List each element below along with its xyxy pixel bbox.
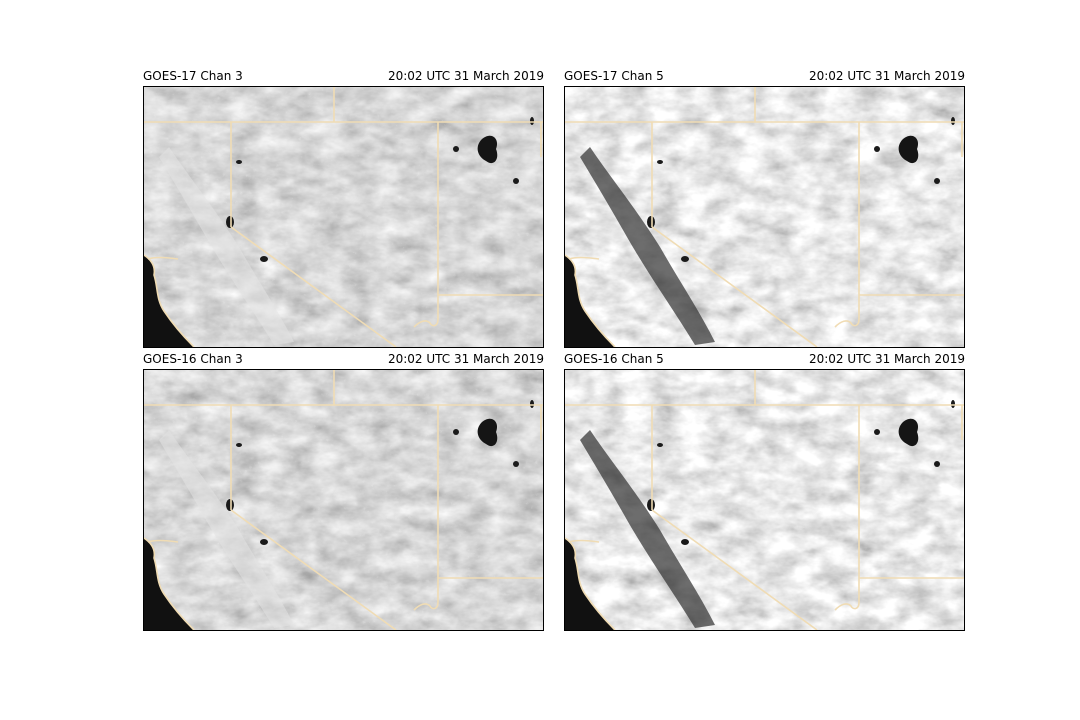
satellite-map [143, 369, 544, 631]
bay-outline [147, 539, 179, 543]
lake [260, 256, 268, 262]
border-nevada-east [413, 405, 439, 611]
lake [681, 256, 689, 262]
panel-goes16-chan5: GOES-16 Chan 5 20:02 UTC 31 March 2019 [564, 352, 965, 631]
great-salt-lake [898, 135, 919, 164]
coastline [565, 254, 616, 347]
great-salt-lake [477, 418, 498, 447]
panel-header: GOES-17 Chan 5 20:02 UTC 31 March 2019 [564, 69, 965, 86]
border-nevada-east [834, 405, 860, 611]
coastline [144, 537, 195, 630]
lake [647, 499, 655, 511]
map-image [565, 87, 964, 347]
panel-header: GOES-16 Chan 5 20:02 UTC 31 March 2019 [564, 352, 965, 369]
satellite-map [143, 86, 544, 348]
lake [236, 160, 242, 164]
lake [951, 400, 955, 408]
lake [657, 160, 663, 164]
panel-timestamp: 20:02 UTC 31 March 2019 [808, 69, 965, 83]
lake [453, 146, 459, 152]
satellite-map [564, 86, 965, 348]
bay-outline [147, 256, 179, 260]
panel-timestamp: 20:02 UTC 31 March 2019 [808, 352, 965, 366]
great-salt-lake [477, 135, 498, 164]
map-image [565, 370, 964, 630]
panel-title: GOES-17 Chan 5 [564, 69, 664, 83]
bay-outline [568, 256, 600, 260]
border-ca-nv-diagonal [230, 226, 397, 347]
sierra-nevada-band [580, 147, 715, 345]
panel-timestamp: 20:02 UTC 31 March 2019 [387, 352, 544, 366]
lake [657, 443, 663, 447]
border-ca-nv-diagonal [230, 509, 397, 630]
lake [874, 429, 880, 435]
ocean [565, 538, 615, 630]
lake [934, 461, 940, 467]
sierra-nevada-band [159, 430, 294, 628]
ocean [565, 255, 615, 347]
lake [647, 216, 655, 228]
panel-title: GOES-16 Chan 5 [564, 352, 664, 366]
border-ca-nv-diagonal [651, 226, 818, 347]
panel-title: GOES-16 Chan 3 [143, 352, 243, 366]
border-nevada-east [834, 122, 860, 328]
sierra-nevada-band [580, 430, 715, 628]
lake [530, 117, 534, 125]
coastline [144, 254, 195, 347]
border-ca-nv-diagonal [651, 509, 818, 630]
great-salt-lake [898, 418, 919, 447]
lake [236, 443, 242, 447]
lake [530, 400, 534, 408]
lake [226, 499, 234, 511]
satellite-map [564, 369, 965, 631]
ocean [144, 538, 194, 630]
lake [513, 178, 519, 184]
lake [513, 461, 519, 467]
lake [226, 216, 234, 228]
lake [951, 117, 955, 125]
coastline [565, 537, 616, 630]
ocean [144, 255, 194, 347]
border-nevada-east [413, 122, 439, 328]
lake [874, 146, 880, 152]
sierra-nevada-band [159, 147, 294, 345]
panel-goes17-chan5: GOES-17 Chan 5 20:02 UTC 31 March 2019 [564, 69, 965, 348]
panel-goes16-chan3: GOES-16 Chan 3 20:02 UTC 31 March 2019 [143, 352, 544, 631]
bay-outline [568, 539, 600, 543]
lake [934, 178, 940, 184]
panel-header: GOES-16 Chan 3 20:02 UTC 31 March 2019 [143, 352, 544, 369]
lake [681, 539, 689, 545]
lake [260, 539, 268, 545]
panel-goes17-chan3: GOES-17 Chan 3 20:02 UTC 31 March 2019 [143, 69, 544, 348]
panel-header: GOES-17 Chan 3 20:02 UTC 31 March 2019 [143, 69, 544, 86]
panel-title: GOES-17 Chan 3 [143, 69, 243, 83]
panel-timestamp: 20:02 UTC 31 March 2019 [387, 69, 544, 83]
map-image [144, 370, 543, 630]
map-image [144, 87, 543, 347]
lake [453, 429, 459, 435]
